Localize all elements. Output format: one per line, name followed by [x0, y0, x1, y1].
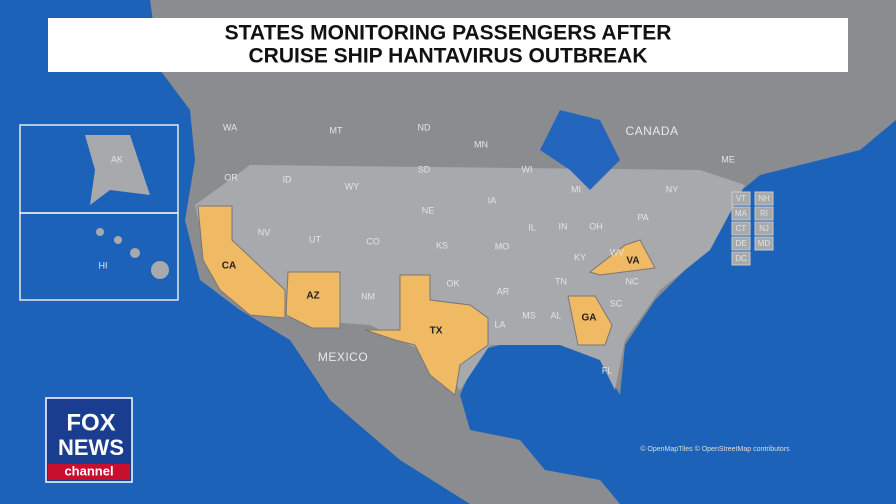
state-labels: AK HI WA MT ND MN OR ID WY SD WI MI NY N…: [99, 122, 735, 375]
state-label: MT: [330, 125, 343, 135]
state-label: AK: [111, 154, 123, 164]
state-label: MN: [474, 139, 488, 149]
state-label: DC: [735, 254, 747, 263]
highlighted-state-label: GA: [582, 313, 597, 324]
state-label: VT: [736, 194, 746, 203]
logo-text: NEWS: [58, 435, 124, 460]
state-label: NC: [626, 276, 639, 286]
state-label: WA: [223, 122, 237, 132]
state-tx: [364, 274, 489, 396]
state-label: OR: [224, 172, 238, 182]
state-label: HI: [99, 260, 108, 270]
small-state-boxes: [731, 191, 774, 266]
highlighted-state-label: TX: [430, 326, 443, 337]
state-label: MS: [522, 310, 536, 320]
title-line: CRUISE SHIP HANTAVIRUS OUTBREAK: [248, 45, 647, 68]
state-label: SC: [610, 298, 623, 308]
country-label: MEXICO: [318, 350, 368, 364]
state-label: MD: [758, 239, 771, 248]
small-state-labels: VT NH MA RI CT NJ DE MD DC: [735, 194, 770, 263]
logo-text: FOX: [66, 409, 115, 436]
title-line: STATES MONITORING PASSENGERS AFTER: [225, 22, 672, 45]
state-label: NH: [758, 194, 770, 203]
great-lakes: [540, 110, 620, 190]
state-label: ID: [283, 174, 293, 184]
hawaii-shape: [96, 228, 169, 279]
state-label: OK: [446, 278, 459, 288]
state-label: OH: [589, 221, 603, 231]
state-label: AR: [497, 286, 510, 296]
state-label: TN: [555, 276, 567, 286]
state-az: [285, 271, 341, 329]
state-label: NV: [258, 227, 271, 237]
alaska-shape: [85, 135, 150, 205]
state-label: NY: [666, 184, 679, 194]
state-label: IL: [528, 222, 536, 232]
hawaii-inset: [19, 212, 179, 301]
state-label: MA: [735, 209, 748, 218]
state-label: LA: [494, 319, 505, 329]
state-label: ND: [418, 122, 431, 132]
state-label: KS: [436, 240, 448, 250]
title-banner: [48, 18, 848, 72]
state-label: FL: [602, 365, 613, 375]
state-label: NE: [422, 205, 435, 215]
state-label: PA: [637, 212, 648, 222]
state-ga: [567, 295, 613, 346]
state-label: SD: [418, 164, 431, 174]
highlighted-state-label: VA: [626, 256, 639, 267]
state-label: ME: [721, 154, 735, 164]
state-label: IN: [559, 221, 568, 231]
state-label: NJ: [759, 224, 769, 233]
logo-band: [48, 464, 130, 480]
highlighted-state-label: AZ: [306, 291, 319, 302]
state-label: WY: [345, 181, 360, 191]
state-label: NM: [361, 291, 375, 301]
state-va: [588, 239, 656, 276]
state-label: CT: [736, 224, 747, 233]
state-label: MI: [571, 184, 581, 194]
state-label: WI: [522, 164, 533, 174]
country-label: CANADA: [625, 124, 678, 138]
state-label: KY: [574, 252, 586, 262]
state-label: UT: [309, 234, 321, 244]
state-label: IA: [488, 195, 497, 205]
state-label: RI: [760, 209, 768, 218]
attribution: © OpenMapTiles © OpenStreetMap contribut…: [640, 445, 790, 453]
state-label: AL: [550, 310, 561, 320]
highlighted-state-label: CA: [222, 261, 236, 272]
state-ca: [197, 205, 286, 319]
state-label: MO: [495, 241, 510, 251]
state-label: CO: [366, 236, 380, 246]
logo-text: channel: [64, 463, 113, 478]
state-label: DE: [735, 239, 746, 248]
state-label: WV: [610, 247, 625, 257]
